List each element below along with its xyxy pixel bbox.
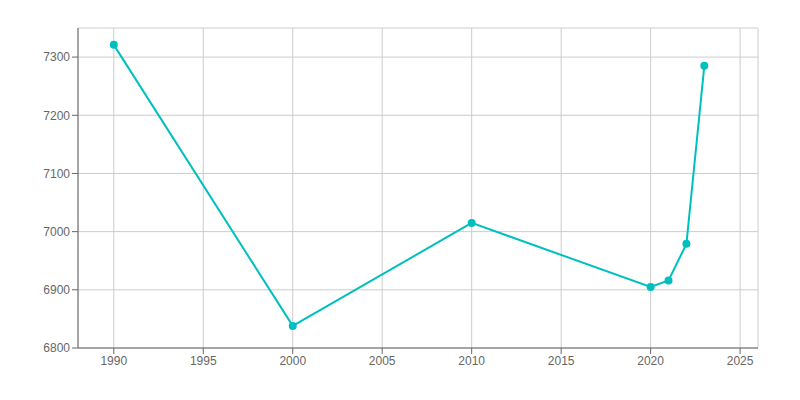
svg-text:7000: 7000 bbox=[43, 225, 70, 239]
svg-text:7100: 7100 bbox=[43, 167, 70, 181]
svg-text:2020: 2020 bbox=[637, 354, 664, 368]
svg-text:1990: 1990 bbox=[100, 354, 127, 368]
svg-text:2015: 2015 bbox=[548, 354, 575, 368]
svg-text:2025: 2025 bbox=[727, 354, 754, 368]
svg-text:2000: 2000 bbox=[279, 354, 306, 368]
svg-text:6800: 6800 bbox=[43, 341, 70, 355]
svg-text:7300: 7300 bbox=[43, 50, 70, 64]
svg-text:1995: 1995 bbox=[190, 354, 217, 368]
svg-text:2005: 2005 bbox=[369, 354, 396, 368]
svg-text:2010: 2010 bbox=[458, 354, 485, 368]
svg-text:7200: 7200 bbox=[43, 109, 70, 123]
svg-text:6900: 6900 bbox=[43, 283, 70, 297]
